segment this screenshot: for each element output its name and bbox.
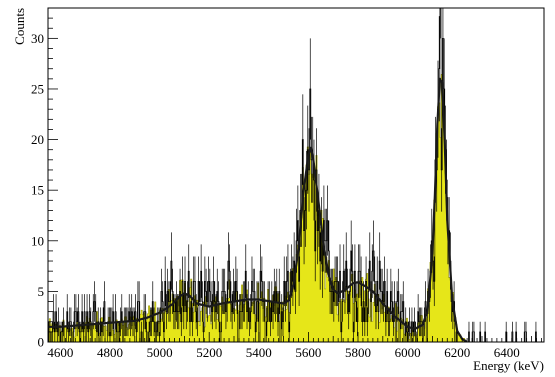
y-tick-label: 5 (38, 284, 45, 299)
x-tick-label: 5600 (295, 345, 321, 360)
y-tick-label: 15 (31, 183, 44, 198)
x-tick-label: 5000 (147, 345, 173, 360)
y-tick-label: 20 (31, 132, 44, 147)
data-histogram (48, 8, 544, 342)
data-histogram-line (48, 8, 544, 342)
fit-curve-line (48, 77, 468, 342)
x-axis-title: Energy (keV) (473, 358, 544, 373)
fit-curve (48, 77, 468, 342)
x-tick-label: 6200 (444, 345, 470, 360)
x-axis: 4600 4800 5000 5200 5400 5600 5800 6000 6200 6400 (47, 332, 542, 360)
x-tick-label: 6400 (494, 345, 520, 360)
x-tick-label: 5200 (196, 345, 222, 360)
plot-frame (47, 7, 545, 343)
x-tick-label: 6000 (395, 345, 421, 360)
y-tick-label: 0 (38, 335, 45, 350)
plot-area (48, 8, 544, 342)
y-tick-label: 30 (31, 31, 44, 46)
x-tick-label: 4800 (97, 345, 123, 360)
y-axis-title: Counts (12, 8, 27, 45)
y-tick-label: 10 (31, 233, 44, 248)
y-tick-label: 25 (31, 81, 44, 96)
x-tick-label: 5400 (246, 345, 272, 360)
x-tick-label: 5800 (345, 345, 371, 360)
x-tick-label: 4600 (47, 345, 73, 360)
y-axis: 0 5 10 15 20 25 30 (31, 7, 58, 350)
